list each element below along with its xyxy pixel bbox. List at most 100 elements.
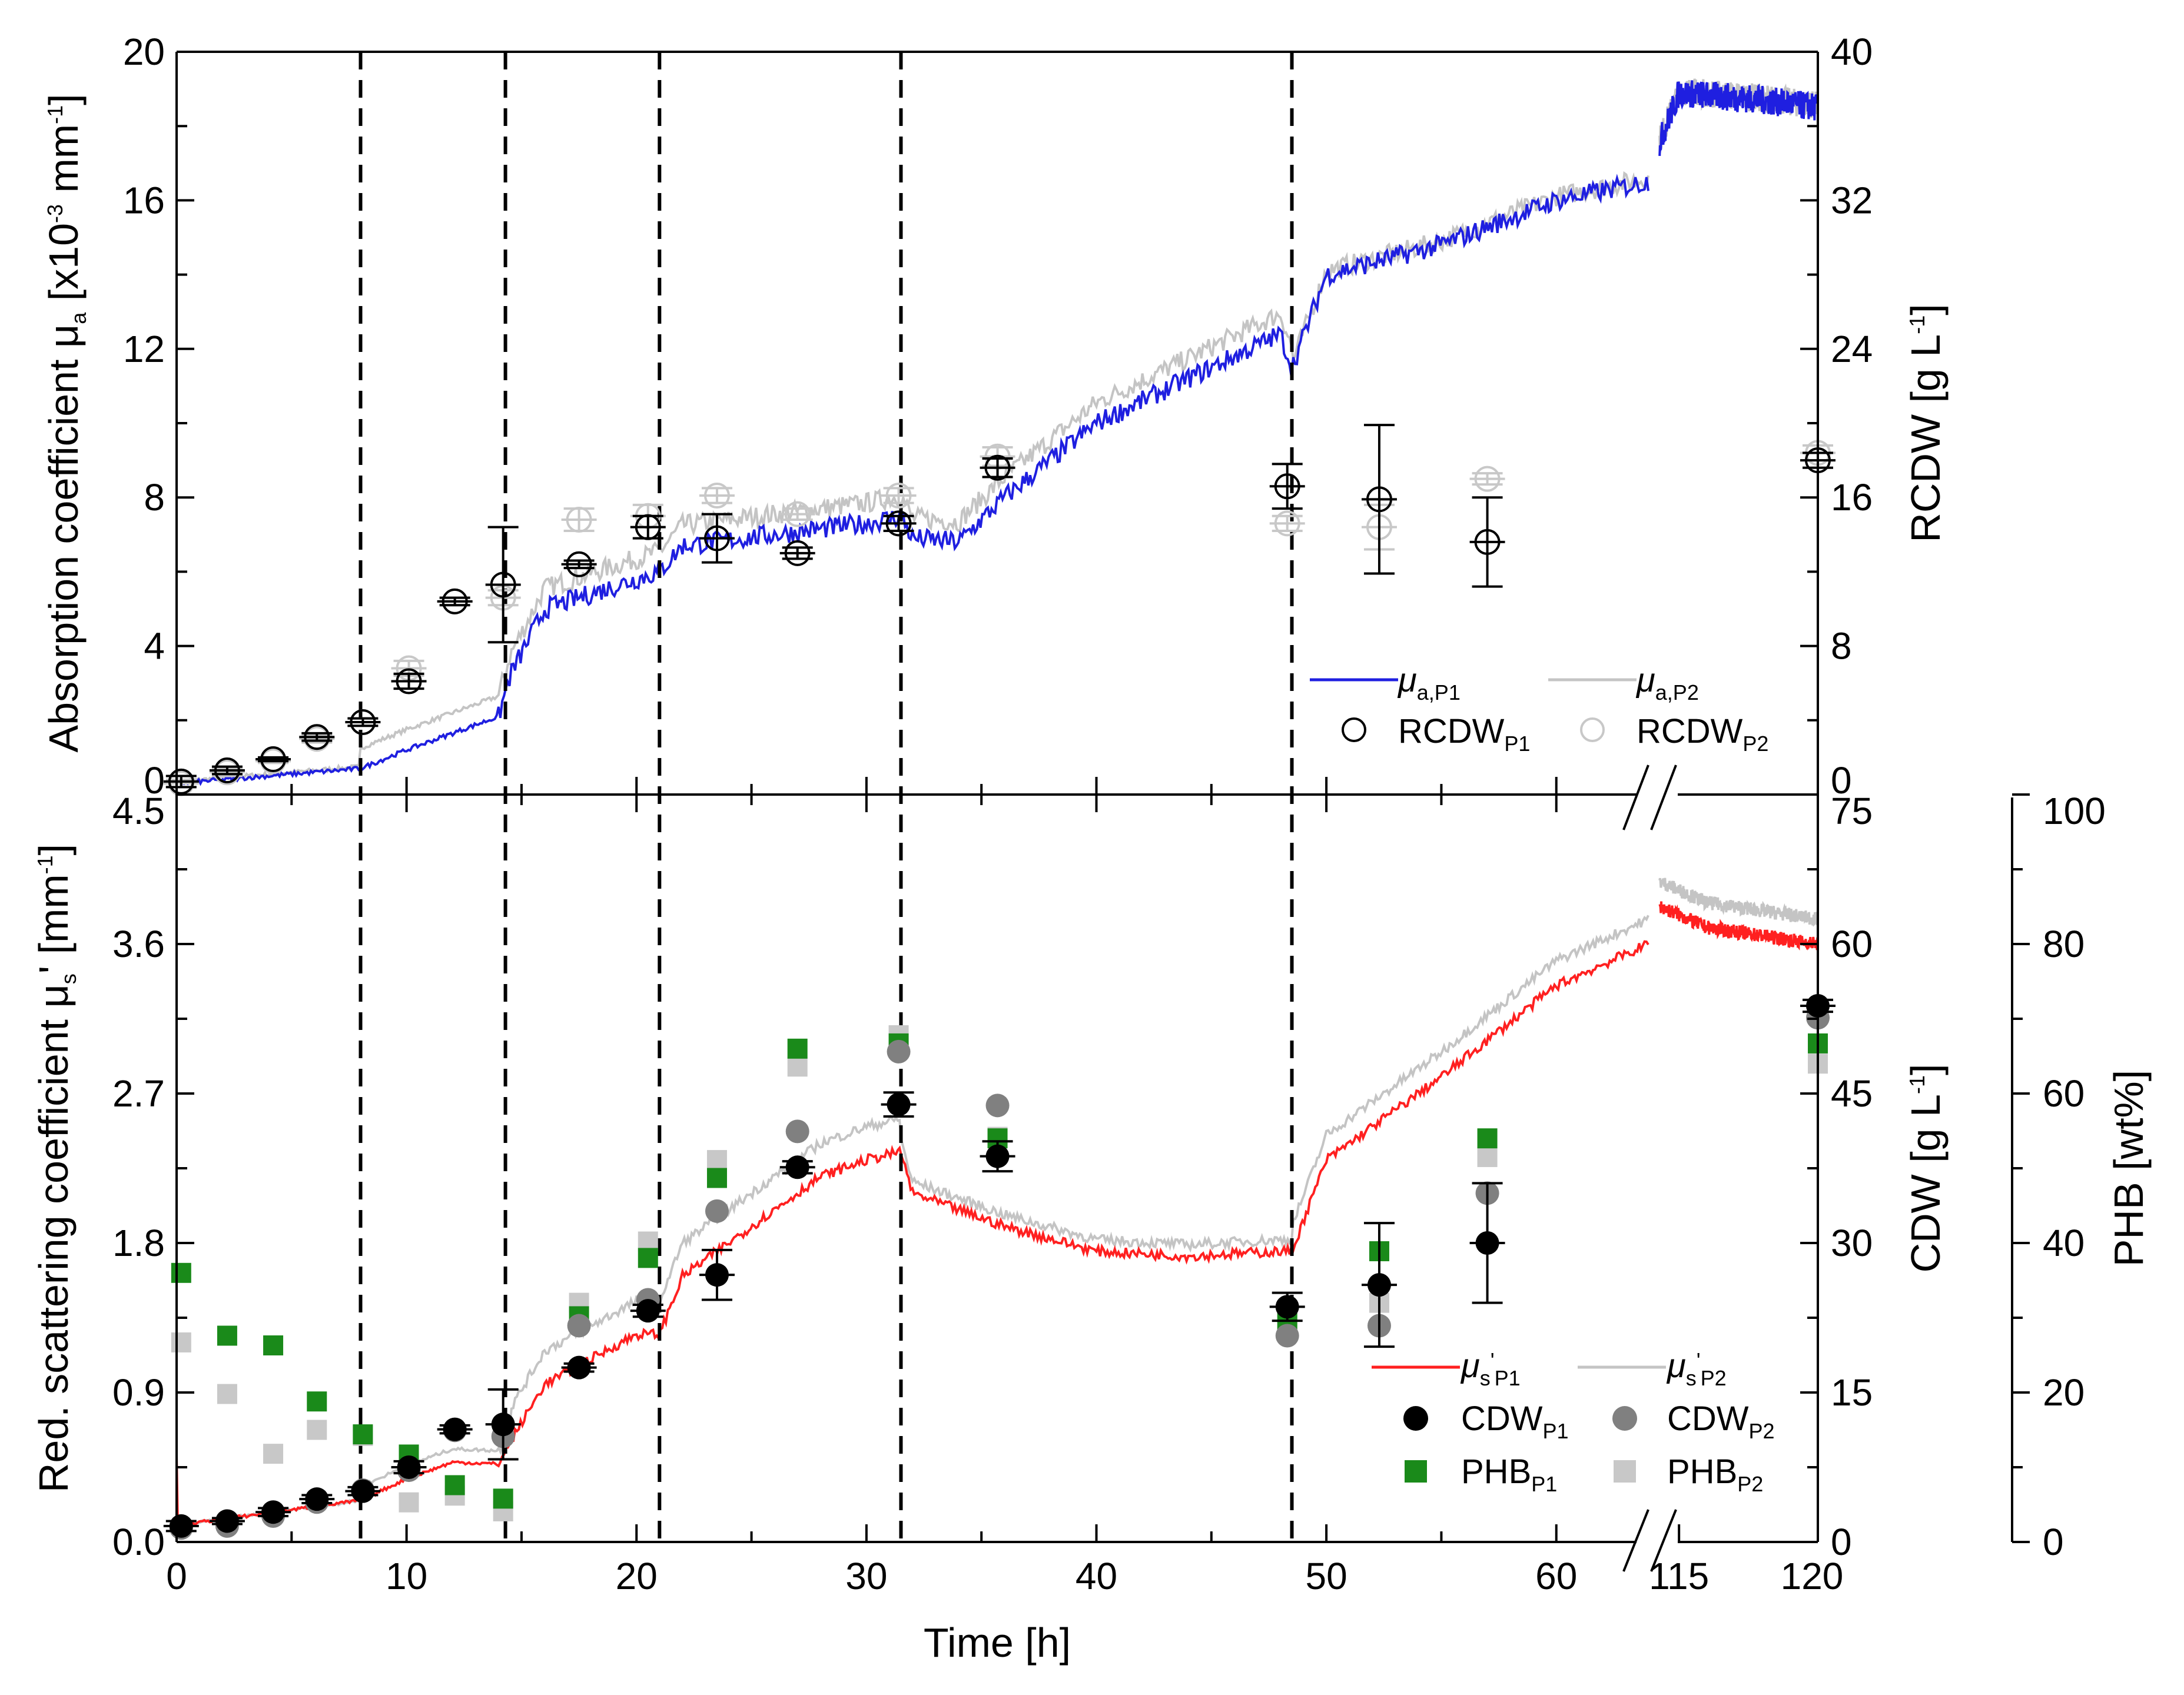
top-left-y-tick-label: 20 bbox=[123, 31, 165, 73]
axis-break bbox=[1622, 765, 1678, 1572]
top-right-y-tick-label: 24 bbox=[1831, 328, 1873, 370]
top-legend: μa,P1 μa,P2 RCDWP1 RCDWP2 bbox=[1310, 661, 1768, 756]
rcdw-p1-point bbox=[984, 454, 1011, 481]
cdw-p1-point bbox=[305, 1487, 329, 1511]
legend-mu-s-p2-label: μs'P2 bbox=[1666, 1347, 1727, 1390]
rcdw-p1-point bbox=[885, 510, 912, 537]
bottom-left-y-tick-label: 2.7 bbox=[112, 1072, 165, 1115]
bottom-right-y-tick-label: 45 bbox=[1831, 1072, 1873, 1115]
legend-mu-a-p2-label: μa,P2 bbox=[1635, 661, 1699, 704]
rcdw-p1-point bbox=[350, 709, 376, 735]
legend-rcdw-p2-marker bbox=[1580, 717, 1605, 742]
rcdw-p2-point bbox=[703, 483, 730, 509]
rcdw-p1-point bbox=[304, 724, 330, 750]
legend-mu-s-p1-label: μs'P1 bbox=[1460, 1347, 1521, 1390]
top-left-y-tick-label: 4 bbox=[144, 625, 165, 667]
top-left-y-tick-label: 12 bbox=[123, 328, 165, 370]
cdw-p2-point bbox=[1275, 1324, 1299, 1348]
mu-s-p1-line-after-break bbox=[1658, 901, 1819, 951]
legend-rcdw-p2-label: RCDWP2 bbox=[1637, 712, 1768, 756]
cdw-p1-point bbox=[215, 1509, 239, 1533]
phb-p1-point bbox=[493, 1488, 513, 1509]
x-tick-label: 0 bbox=[166, 1555, 187, 1597]
bottom-left-y-tick-label: 0.0 bbox=[112, 1521, 165, 1563]
top-right-y-tick-label: 8 bbox=[1831, 625, 1852, 667]
bottom-left-y-tick-label: 4.5 bbox=[112, 790, 165, 832]
cdw-p1-point bbox=[261, 1500, 286, 1524]
x-tick-label: 40 bbox=[1076, 1555, 1117, 1597]
rcdw-p1-point bbox=[635, 514, 661, 540]
legend-rcdw-p1-marker bbox=[1342, 717, 1366, 742]
legend-phb-p1-marker bbox=[1405, 1460, 1427, 1483]
top-right-y-tick-label: 40 bbox=[1831, 31, 1873, 73]
phb-p1-point bbox=[217, 1325, 237, 1346]
bottom-right-y-tick-label: 60 bbox=[1831, 923, 1873, 965]
x-tick-label: 30 bbox=[845, 1555, 887, 1597]
cdw-p1-point bbox=[1275, 1295, 1299, 1319]
phb-y-tick-label: 100 bbox=[2043, 790, 2106, 832]
cdw-p1-point bbox=[1367, 1273, 1391, 1297]
x-tick-label: 20 bbox=[616, 1555, 658, 1597]
x-tick-label: 50 bbox=[1306, 1555, 1347, 1597]
phb-p1-point bbox=[263, 1335, 284, 1355]
rcdw-p2-point bbox=[1474, 466, 1501, 492]
mu-s-p2-line-after-break bbox=[1658, 878, 1819, 927]
phb-p2-point bbox=[217, 1384, 237, 1404]
phb-y-tick-label: 60 bbox=[2043, 1072, 2085, 1115]
rcdw-p1-point bbox=[396, 668, 422, 694]
bottom-legend: μs'P1 μs'P2 CDWP1 CDWP2 PHBP1 PHBP2 bbox=[1372, 1347, 1775, 1496]
phb-p2-point bbox=[399, 1492, 419, 1513]
phb-p1-point bbox=[1477, 1128, 1498, 1149]
phb-axis-label: PHB [wt%] bbox=[2106, 1070, 2152, 1267]
legend-cdw-p2-marker bbox=[1612, 1406, 1637, 1431]
top-left-y-tick-label: 16 bbox=[123, 179, 165, 221]
bottom-left-y-tick-label: 3.6 bbox=[112, 923, 165, 965]
phb-y-tick-label: 0 bbox=[2043, 1521, 2064, 1563]
phb-p1-point bbox=[787, 1038, 808, 1059]
phb-p2-point bbox=[263, 1444, 284, 1464]
cdw-p1-point bbox=[351, 1479, 375, 1503]
phb-p2-point bbox=[706, 1150, 727, 1171]
rcdw-p1-point bbox=[1274, 473, 1300, 500]
phb-y-tick-label: 20 bbox=[2043, 1371, 2085, 1414]
rcdw-p1-point bbox=[214, 757, 240, 783]
rcdw-p2-point bbox=[784, 501, 811, 527]
phb-p1-point bbox=[353, 1424, 373, 1445]
cdw-p1-point bbox=[491, 1412, 515, 1437]
rcdw-p2-point bbox=[1274, 510, 1300, 537]
phb-p2-point bbox=[171, 1332, 191, 1352]
cdw-p1-point bbox=[567, 1355, 591, 1380]
x-tick-label: 120 bbox=[1781, 1555, 1844, 1597]
bottom-left-y-tick-label: 0.9 bbox=[112, 1371, 165, 1414]
top-left-axis-label: Absorption coefficient μa [x10-3 mm-1] bbox=[41, 94, 91, 752]
cdw-p2-point bbox=[567, 1314, 591, 1338]
cdw-p1-point bbox=[636, 1299, 660, 1323]
legend-cdw-p2-label: CDWP2 bbox=[1667, 1400, 1775, 1443]
bottom-right-axis-label: CDW [g L-1] bbox=[1903, 1064, 1949, 1273]
bottom-right-y-tick-label: 30 bbox=[1831, 1222, 1873, 1264]
phb-p1-point bbox=[444, 1475, 465, 1495]
bottom-right-y-tick-label: 15 bbox=[1831, 1371, 1873, 1414]
cdw-p2-point bbox=[887, 1039, 911, 1063]
legend-phb-p2-label: PHBP2 bbox=[1667, 1453, 1763, 1496]
phb-p1-point bbox=[638, 1248, 658, 1268]
cdw-p1-point bbox=[705, 1263, 729, 1287]
legend-mu-a-p1-label: μa,P1 bbox=[1397, 661, 1461, 704]
phb-y-tick-label: 80 bbox=[2043, 923, 2085, 965]
bottom-left-axis-label: Red. scattering coefficient μs' [mm-1] bbox=[31, 844, 81, 1493]
rcdw-p1-point bbox=[566, 551, 592, 577]
x-axis-label: Time [h] bbox=[924, 1620, 1071, 1666]
top-right-axis-label: RCDW [g L-1] bbox=[1903, 304, 1949, 542]
rcdw-p1-point bbox=[703, 525, 730, 551]
bottom-left-y-tick-label: 1.8 bbox=[112, 1222, 165, 1264]
phb-p1-point bbox=[307, 1391, 327, 1412]
cdw-p1-point bbox=[1475, 1231, 1499, 1255]
cdw-p1-point bbox=[985, 1144, 1010, 1168]
top-right-y-tick-label: 16 bbox=[1831, 476, 1873, 519]
rcdw-p1-point bbox=[490, 571, 516, 598]
phb-p1-point bbox=[706, 1168, 727, 1188]
cdw-p1-point bbox=[785, 1155, 809, 1179]
rcdw-p1-point bbox=[784, 540, 811, 566]
phb-p2-point bbox=[1477, 1146, 1498, 1167]
